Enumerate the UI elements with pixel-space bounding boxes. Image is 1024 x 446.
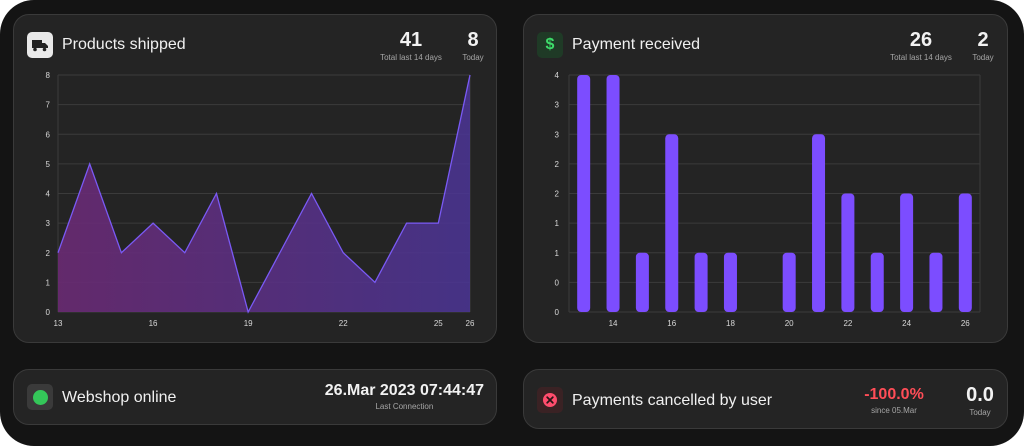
x-tick-label: 22 (339, 319, 348, 328)
last-connection-value: 26.Mar 2023 07:44:47 (324, 382, 484, 399)
y-tick-label: 8 (46, 71, 51, 80)
x-tick-label: 26 (961, 319, 970, 328)
products-shipped-today: 8 (467, 29, 479, 51)
payment-received-total-label: Total last 14 days (890, 53, 952, 62)
payment-bar (958, 193, 972, 312)
shipped-line (57, 74, 471, 314)
webshop-online-card: Webshop online 26.Mar 2023 07:44:47 Last… (13, 369, 497, 425)
last-connection-label: Last Connection (375, 402, 434, 411)
payment-received-title: Payment received (572, 36, 701, 53)
cancelled-today-stat: 0.0 Today (958, 384, 1002, 417)
products-shipped-title: Products shipped (62, 36, 186, 53)
x-tick-label: 26 (466, 319, 475, 328)
y-tick-label: 4 (555, 71, 560, 80)
x-tick-label: 16 (667, 319, 676, 328)
x-tick-label: 22 (843, 319, 852, 328)
cancel-icon (537, 387, 563, 413)
payment-bar (870, 252, 884, 312)
products-shipped-chart: 0 1 2 3 4 5 6 7 8 13 16 19 22 25 26 (46, 71, 475, 328)
payments-cancelled-title: Payments cancelled by user (572, 392, 773, 409)
y-tick-label: 0 (46, 308, 51, 317)
y-tick-label: 1 (46, 278, 51, 287)
cancelled-today-value: 0.0 (966, 384, 994, 406)
payment-bar (929, 252, 943, 312)
webshop-online-title: Webshop online (62, 389, 177, 406)
dollar-icon: $ (537, 32, 563, 58)
products-shipped-total-stat: 41 Total last 14 days (374, 29, 448, 63)
status-dot-icon (27, 384, 53, 410)
payment-received-total: 26 (909, 29, 933, 51)
y-tick-label: 2 (46, 249, 51, 258)
payment-received-total-stat: 26 Total last 14 days (884, 29, 958, 63)
products-shipped-total: 41 (399, 29, 423, 51)
x-tick-label: 25 (434, 319, 443, 328)
y-tick-label: 0 (555, 278, 560, 287)
y-tick-label: 7 (46, 101, 51, 110)
payment-bar (900, 193, 914, 312)
x-tick-label: 13 (54, 319, 63, 328)
payment-bar (665, 134, 679, 312)
truck-icon (27, 32, 53, 58)
x-tick-label: 20 (785, 319, 794, 328)
x-tick-label: 16 (149, 319, 158, 328)
payment-bar (841, 193, 855, 312)
y-tick-label: 1 (555, 249, 560, 258)
y-tick-label: 3 (555, 130, 560, 139)
y-tick-label: 4 (46, 190, 51, 199)
y-tick-label: 3 (555, 101, 560, 110)
y-tick-label: 2 (555, 190, 560, 199)
products-shipped-card: Products shipped 41 Total last 14 days 8… (13, 14, 497, 343)
payment-bar (782, 252, 796, 312)
last-connection-stat: 26.Mar 2023 07:44:47 Last Connection (325, 382, 484, 411)
shipped-area (58, 75, 470, 312)
y-tick-label: 5 (46, 160, 51, 169)
payment-received-today-stat: 2 Today (964, 29, 1002, 63)
payment-received-today-label: Today (972, 53, 994, 62)
x-tick-label: 14 (609, 319, 618, 328)
x-tick-label: 19 (244, 319, 253, 328)
y-tick-label: 0 (555, 308, 560, 317)
x-tick-label: 24 (902, 319, 911, 328)
payment-bar (723, 252, 737, 312)
payment-received-today: 2 (977, 29, 989, 51)
products-shipped-total-label: Total last 14 days (380, 53, 442, 62)
cancelled-change-stat: -100.0% since 05.Mar (858, 386, 930, 415)
cancelled-today-label: Today (969, 408, 991, 417)
y-tick-label: 1 (555, 219, 560, 228)
payment-bar (606, 75, 620, 312)
y-tick-label: 3 (46, 219, 51, 228)
payment-received-card: $ Payment received 26 Total last 14 days… (523, 14, 1008, 343)
payment-bar (812, 134, 826, 312)
payments-cancelled-card: Payments cancelled by user -100.0% since… (523, 369, 1008, 429)
cancelled-change-label: since 05.Mar (871, 406, 917, 415)
x-tick-label: 18 (726, 319, 735, 328)
payment-bar (577, 75, 591, 312)
products-shipped-today-label: Today (462, 53, 484, 62)
y-tick-label: 2 (555, 160, 560, 169)
payment-bar (635, 252, 649, 312)
y-tick-label: 6 (46, 130, 51, 139)
products-shipped-today-stat: 8 Today (454, 29, 492, 63)
cancelled-change-value: -100.0% (864, 386, 924, 403)
payment-bar (694, 252, 708, 312)
